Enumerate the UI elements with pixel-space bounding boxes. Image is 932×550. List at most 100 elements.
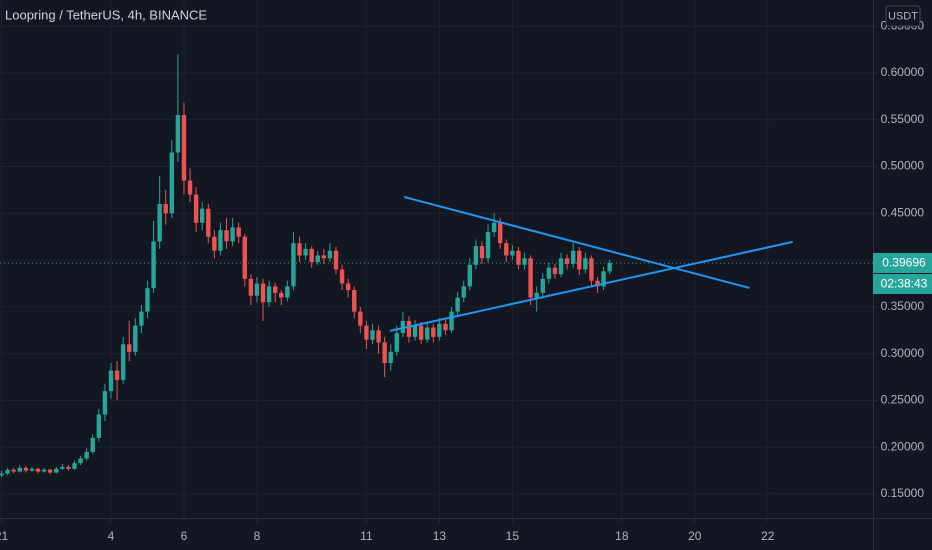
candle-body: [285, 286, 290, 298]
candle-body: [504, 243, 509, 256]
candle-body: [139, 311, 144, 326]
last-price-box: [873, 252, 932, 273]
candle-body: [297, 243, 302, 256]
candle-body: [23, 467, 29, 471]
y-tick-label: 0.45000: [881, 206, 925, 220]
candle-body: [352, 290, 357, 312]
candle-body: [364, 325, 369, 340]
candle-body: [66, 466, 71, 469]
candle-body: [236, 227, 241, 237]
candle-body: [534, 292, 539, 298]
candle-body: [78, 458, 83, 464]
candle-body: [133, 325, 138, 352]
plot: [0, 54, 873, 478]
candle-body: [382, 342, 387, 364]
candle-body: [528, 258, 533, 298]
candle-body: [418, 325, 424, 340]
candle-body: [577, 250, 582, 270]
chart-title: Loopring / TetherUS, 4h, BINANCE: [5, 7, 207, 22]
last-price-label: 0.39696: [882, 256, 926, 270]
candle-body: [564, 258, 570, 264]
candle-body: [449, 311, 454, 331]
candle-body: [35, 468, 41, 472]
x-tick-label: 11: [360, 529, 373, 543]
candle-body: [461, 286, 466, 298]
candle-body: [279, 292, 284, 298]
candle-body: [260, 283, 266, 303]
candle-body: [558, 258, 564, 275]
candle-body: [266, 286, 272, 303]
candle-body: [0, 473, 4, 476]
candle-body: [425, 327, 430, 340]
candle-body: [601, 271, 606, 287]
axes: 0.150000.200000.250000.300000.350000.400…: [0, 18, 932, 543]
candle-body: [47, 469, 53, 473]
candle-body: [84, 451, 89, 459]
candle-body: [200, 208, 205, 223]
candle-body: [29, 468, 35, 471]
trendline: [403, 195, 750, 289]
trendline: [389, 240, 793, 332]
countdown-label: 02:38:43: [881, 277, 928, 291]
countdown-box: [873, 273, 932, 294]
candle-body: [60, 466, 65, 469]
candle-body: [291, 243, 296, 287]
candle-body: [157, 203, 162, 242]
candle-body: [467, 264, 472, 287]
candle-body: [242, 236, 247, 279]
y-tick-label: 0.15000: [881, 486, 925, 500]
candle-body: [303, 248, 308, 256]
candle-body: [218, 230, 223, 251]
candle-body: [485, 232, 491, 259]
candle-body: [491, 222, 497, 233]
candle-body: [17, 467, 22, 472]
candle-body: [522, 258, 527, 265]
candle-body: [394, 333, 400, 352]
candle-body: [206, 208, 211, 237]
candle-body: [169, 152, 175, 214]
y-tick-label: 0.50000: [881, 159, 925, 173]
candle-body: [54, 468, 59, 473]
candle-body: [388, 351, 393, 364]
candle-body: [358, 311, 363, 326]
candle-body: [345, 283, 351, 291]
x-tick-label: 18: [615, 529, 629, 543]
currency-label[interactable]: USDT: [888, 10, 918, 22]
candle-body: [510, 250, 515, 256]
candle-body: [127, 344, 132, 352]
x-tick-label: 21: [0, 529, 9, 543]
x-tick-label: 22: [761, 529, 775, 543]
candle-body: [230, 227, 235, 242]
candle-body: [333, 250, 339, 270]
candle-body: [224, 230, 229, 242]
x-tick-label: 15: [506, 529, 520, 543]
y-tick-label: 0.55000: [881, 112, 925, 126]
candle-body: [339, 269, 345, 284]
candle-body: [479, 246, 485, 259]
candle-body: [376, 330, 381, 343]
candle-body: [309, 248, 314, 262]
candle-body: [151, 241, 156, 289]
currency-box[interactable]: [885, 5, 921, 27]
x-tick-label: 13: [433, 529, 447, 543]
candle-body: [552, 267, 558, 275]
x-tick-label: 6: [181, 529, 188, 543]
candle-body: [370, 330, 375, 340]
candle-body: [431, 327, 436, 337]
candle-body: [96, 414, 102, 438]
x-tick-label: 4: [108, 529, 115, 543]
candle-body: [540, 278, 545, 293]
candle-body: [315, 255, 320, 262]
candle-body: [212, 236, 217, 251]
candle-body: [5, 469, 10, 474]
candle-body: [607, 262, 612, 272]
candle-body: [163, 203, 168, 214]
candle-body: [546, 267, 552, 279]
candle-body: [181, 115, 187, 181]
candle-body: [327, 250, 333, 259]
candle-body: [41, 469, 47, 472]
candle-body: [90, 437, 95, 452]
